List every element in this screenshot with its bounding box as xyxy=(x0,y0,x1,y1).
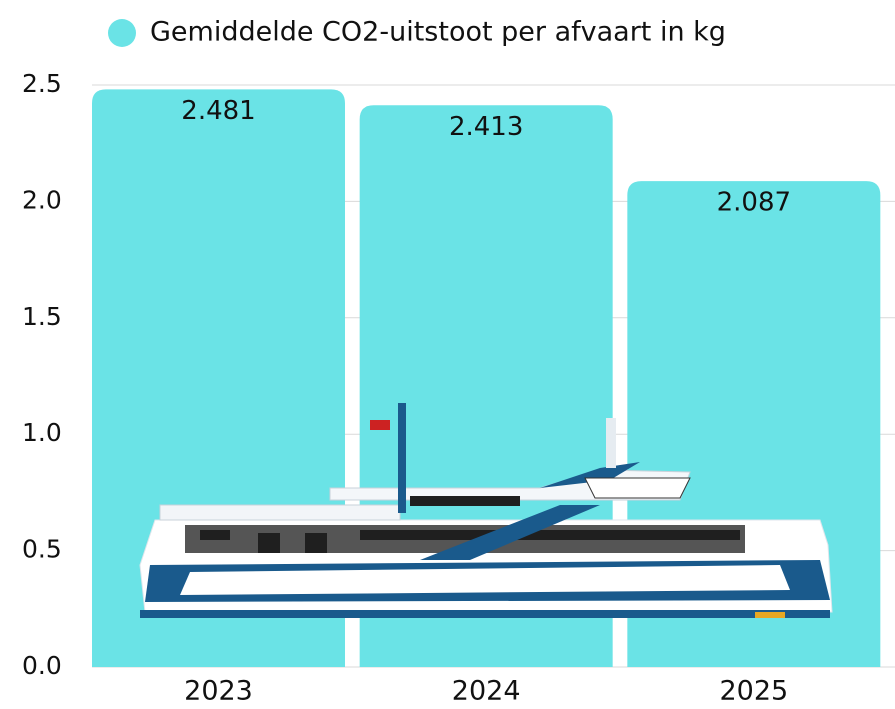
data-label: 2.413 xyxy=(449,112,523,142)
x-tick-label: 2023 xyxy=(184,676,253,707)
y-tick-label: 0.5 xyxy=(22,535,62,564)
data-label: 2.087 xyxy=(717,188,791,218)
x-tick-label: 2025 xyxy=(719,676,788,707)
x-tick-label: 2024 xyxy=(452,676,521,707)
ferry-illustration xyxy=(139,403,833,618)
y-tick-label: 1.5 xyxy=(22,302,62,331)
legend-label: Gemiddelde CO2-uitstoot per afvaart in k… xyxy=(150,17,726,48)
y-tick-label: 2.0 xyxy=(22,185,62,214)
y-tick-label: 0.0 xyxy=(22,651,62,680)
labels: Gemiddelde CO2-uitstoot per afvaart in k… xyxy=(22,17,791,707)
legend-marker xyxy=(108,19,136,47)
y-tick-label: 2.5 xyxy=(22,69,62,98)
data-label: 2.481 xyxy=(181,96,255,126)
y-tick-label: 1.0 xyxy=(22,418,62,447)
